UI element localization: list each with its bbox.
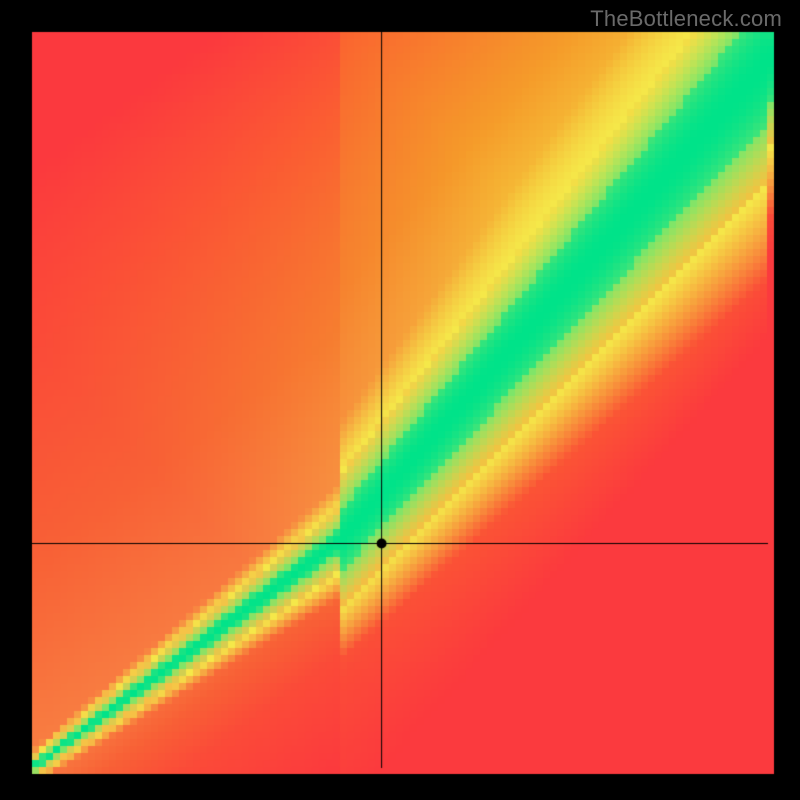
bottleneck-heatmap [0,0,800,800]
watermark-text: TheBottleneck.com [590,6,782,32]
